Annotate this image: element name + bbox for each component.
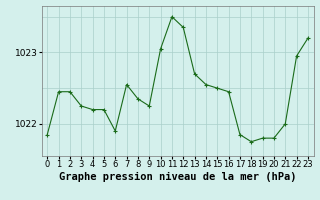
- X-axis label: Graphe pression niveau de la mer (hPa): Graphe pression niveau de la mer (hPa): [59, 172, 296, 182]
